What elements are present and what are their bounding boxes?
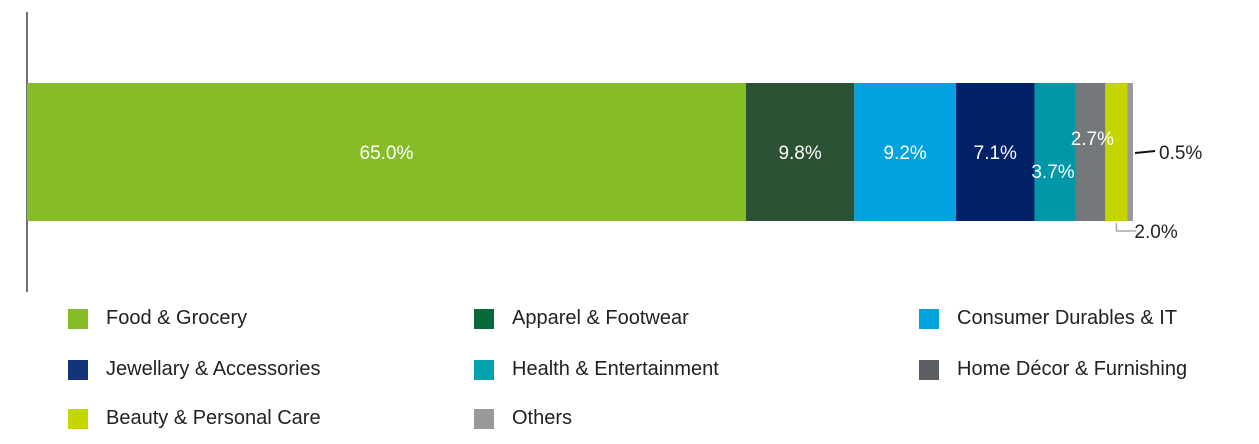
legend-swatch: [68, 359, 88, 380]
legend-label: Food & Grocery: [106, 307, 248, 329]
legend-swatch: [474, 308, 494, 329]
legend-item-apparel-footwear: Apparel & Footwear: [474, 307, 689, 330]
legend-label: Jewellary & Accessories: [106, 358, 321, 380]
legend-label: Apparel & Footwear: [512, 307, 689, 329]
bar-segment-health-entertainment: [1034, 83, 1076, 221]
bar-segment-apparel-footwear: [745, 83, 855, 221]
legend-swatch: [919, 359, 939, 380]
data-label-apparel-footwear: 9.8%: [778, 143, 821, 164]
legend-item-consumer-durables-it: Consumer Durables & IT: [919, 307, 1177, 330]
data-label-jewellary-accessories: 7.1%: [974, 143, 1017, 164]
bar-segment-beauty-personal-care: [1105, 83, 1128, 221]
legend-item-food-grocery: Food & Grocery: [68, 307, 247, 330]
legend-item-home-d-cor-furnishing: Home Décor & Furnishing: [919, 358, 1187, 381]
legend-label: Home Décor & Furnishing: [957, 358, 1188, 380]
data-label-beauty-personal-care: 2.0%: [1134, 222, 1177, 243]
legend-item-beauty-personal-care: Beauty & Personal Care: [68, 407, 321, 430]
legend-label: Beauty & Personal Care: [106, 407, 321, 429]
data-label-others: 0.5%: [1159, 143, 1202, 164]
legend-label: Consumer Durables & IT: [957, 307, 1178, 329]
bar-segment-consumer-durables-it: [854, 83, 957, 221]
legend-swatch: [474, 359, 494, 380]
bar-segment-home-d-cor-furnishing: [1075, 83, 1106, 221]
data-label-home-d-cor-furnishing: 2.7%: [1071, 129, 1114, 150]
data-label-consumer-durables-it: 9.2%: [884, 143, 927, 164]
data-labels: 65.0% 9.8% 9.2% 7.1% 3.7% 2.7% 2.0% 0.5%: [360, 129, 1203, 243]
legend-item-jewellary-accessories: Jewellary & Accessories: [68, 358, 321, 381]
bar-segment-others: [1127, 83, 1133, 221]
legend-item-health-entertainment: Health & Entertainment: [474, 358, 719, 381]
legend-swatch: [474, 408, 494, 429]
legend-label: Others: [512, 407, 573, 429]
legend-swatch: [68, 408, 88, 429]
data-label-food-grocery: 65.0%: [360, 143, 414, 164]
legend-label: Health & Entertainment: [512, 358, 719, 380]
legend-swatch: [68, 308, 88, 329]
legend-swatch: [919, 308, 939, 329]
data-label-health-entertainment: 3.7%: [1031, 162, 1074, 183]
leader-line-beauty-personal-care: [1115, 223, 1137, 232]
bar-segments: [27, 83, 1133, 221]
bar-segment-jewellary-accessories: [956, 83, 1035, 221]
bar-segment-food-grocery: [27, 83, 746, 221]
legend-item-others: Others: [474, 407, 572, 430]
leader-line-others: [1134, 150, 1156, 154]
